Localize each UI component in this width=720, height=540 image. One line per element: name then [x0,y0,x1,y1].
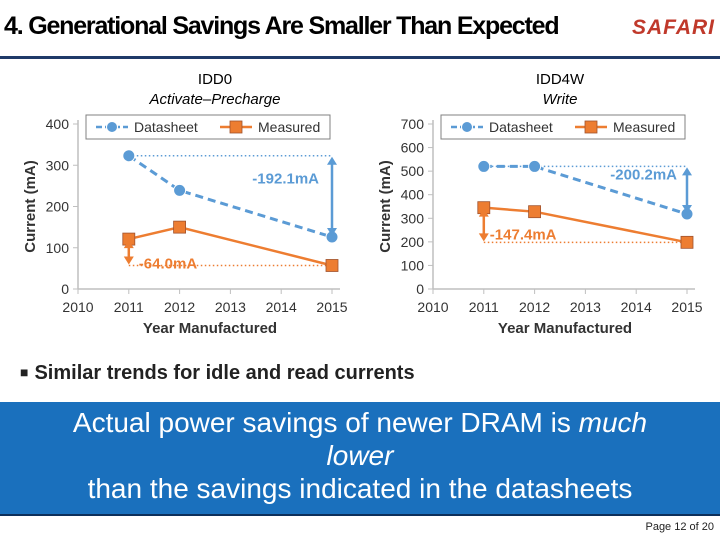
y-axis-title: Current (mA) [377,160,394,253]
x-tick-label: 2015 [671,299,702,315]
data-point-datasheet [528,159,542,173]
chart1-heading: IDD0 [197,71,233,88]
x-tick-label: 2013 [215,299,246,315]
data-point-datasheet [173,183,187,197]
data-point-measured [680,235,694,249]
annotation-arrow-head-up [123,240,134,249]
bullet-point: ■ Similar trends for idle and read curren… [20,362,415,385]
annotation-arrow-head-down [327,228,337,237]
legend-datasheet-label: Datasheet [489,119,553,135]
chart2-heading: IDD4W [535,71,585,88]
data-point-datasheet [122,149,136,163]
annotation-label: -192.1mA [252,170,319,187]
x-axis-title: Year Manufactured [143,320,277,337]
y-tick-label: 0 [61,281,69,297]
chart2-heading-block: IDD4W Write [490,70,630,110]
y-tick-label: 300 [46,157,70,173]
y-tick-label: 0 [416,281,424,297]
banner-line-1-text: Actual power savings of newer DRAM is [72,407,579,438]
data-point-datasheet [477,159,491,173]
chart2-subheading: Write [542,91,578,108]
annotation-arrow-head-down [682,205,692,214]
annotation-label: -200.2mA [610,166,677,183]
y-axis-title: Current (mA) [22,160,39,253]
banner-line-2: lower [0,439,720,472]
safari-logo: SAFARI [632,16,716,39]
annotation-arrow-head-up [478,208,489,217]
banner-emphasis-much: much [578,407,648,438]
title-bar: 4. Generational Savings Are Smaller Than… [0,0,720,58]
annotation-arrow-head-down [123,256,134,265]
x-tick-label: 2014 [621,299,652,315]
legend-datasheet-label: Datasheet [134,119,198,135]
conclusion-banner: Actual power savings of newer DRAM is mu… [0,402,720,514]
bullet-square-icon: ■ [20,364,29,380]
annotation-arrow-head-up [682,167,692,176]
x-tick-label: 2015 [316,299,347,315]
y-tick-label: 200 [401,234,425,250]
y-tick-label: 600 [401,140,425,156]
x-tick-label: 2011 [114,299,144,315]
x-tick-label: 2010 [417,299,448,315]
banner-emphasis-lower: lower [326,440,394,471]
banner-line-3: than the savings indicated in the datash… [87,473,633,504]
annotation-arrow-head-up [327,156,337,165]
legend-datasheet-marker [461,121,473,133]
y-tick-label: 400 [46,116,70,132]
slide-title: 4. Generational Savings Are Smaller Than… [4,12,560,40]
x-tick-label: 2013 [570,299,601,315]
annotation-arrow-head-down [478,233,489,242]
y-tick-label: 700 [401,116,425,132]
chart1-heading-block: IDD0 Activate–Precharge [140,70,290,110]
data-point-measured [528,205,542,219]
annotation-label: -64.0mA [139,255,198,272]
y-tick-label: 200 [46,199,70,215]
legend-measured-label: Measured [258,119,320,135]
footer-divider [0,514,720,516]
y-tick-label: 100 [401,257,425,273]
idd0-chart: 0 100 200 300 400 2010 2011 2012 2013 2014 2015 Yea… [22,114,348,337]
bullet-text: Similar trends for idle and read current… [34,362,415,384]
series-line-datasheet [483,164,688,216]
legend-measured-marker [229,120,243,134]
data-point-measured [325,259,339,272]
annotation-label: -147.4mA [490,226,557,243]
y-tick-label: 500 [401,163,425,179]
idd4w-chart: 0 100 200 300 400 500 600 700 2010 2011 2012 2013 20… [377,114,703,337]
footer: Page 12 of 20 [0,514,720,540]
page-number: Page 12 of 20 [645,521,714,533]
banner-line-1: Actual power savings of newer DRAM is mu… [0,406,720,439]
series-line-datasheet [127,154,333,239]
x-tick-label: 2014 [266,299,297,315]
x-tick-label: 2012 [164,299,195,315]
x-axis-title: Year Manufactured [498,320,632,337]
y-tick-label: 400 [401,187,425,203]
data-point-measured [173,220,187,234]
legend-measured-marker [584,120,598,134]
title-divider [0,56,720,59]
legend-datasheet-marker [106,121,118,133]
x-tick-label: 2012 [519,299,550,315]
y-tick-label: 100 [46,240,70,256]
x-tick-label: 2011 [469,299,499,315]
x-tick-label: 2010 [62,299,93,315]
legend-measured-label: Measured [613,119,675,135]
y-tick-label: 300 [401,210,425,226]
chart1-subheading: Activate–Precharge [149,91,281,108]
